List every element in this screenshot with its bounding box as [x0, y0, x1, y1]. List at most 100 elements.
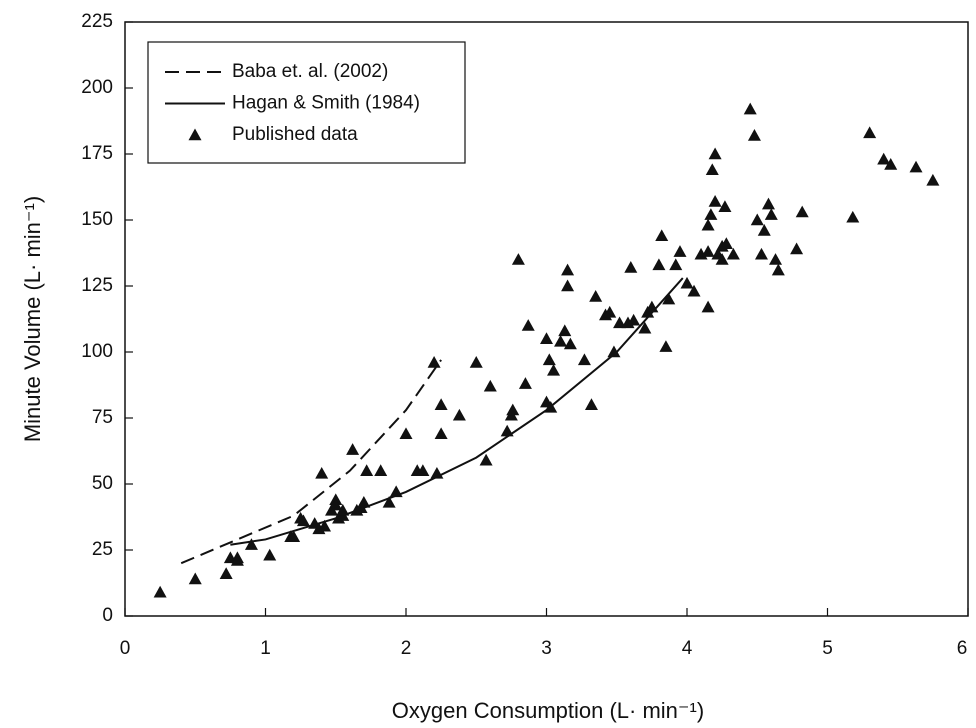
y-tick-label: 125	[81, 275, 113, 296]
data-point	[747, 129, 761, 141]
data-point	[483, 379, 497, 392]
x-tick-label: 4	[682, 638, 693, 659]
data-point	[655, 229, 669, 242]
data-point	[701, 245, 715, 257]
data-point	[627, 313, 641, 326]
data-point	[718, 200, 732, 212]
data-point	[680, 276, 694, 289]
data-point	[329, 498, 343, 511]
data-point	[757, 224, 771, 236]
data-point	[374, 464, 388, 476]
data-point	[500, 424, 514, 437]
line-series	[180, 359, 442, 565]
data-point	[430, 466, 444, 479]
y-tick-label: 25	[92, 539, 113, 560]
y-axis-title: Minute Volume (L· min⁻¹)	[20, 196, 45, 442]
data-point	[561, 279, 575, 292]
data-point	[701, 218, 715, 231]
x-axis-title: Oxygen Consumption (L· min⁻¹)	[392, 698, 704, 723]
data-point	[726, 247, 740, 260]
data-point	[360, 464, 374, 476]
data-point	[926, 173, 940, 186]
data-point	[754, 247, 768, 260]
data-point	[909, 160, 923, 173]
data-point	[219, 567, 233, 579]
data-point	[427, 356, 441, 368]
data-point	[669, 258, 683, 271]
legend-swatch	[188, 128, 202, 141]
data-point	[558, 324, 572, 337]
y-tick-label: 0	[102, 605, 113, 626]
data-point	[346, 443, 360, 455]
y-tick-label: 75	[92, 407, 113, 428]
data-point	[389, 485, 403, 498]
data-point	[764, 208, 778, 220]
x-tick-label: 6	[957, 638, 968, 659]
data-point	[521, 319, 535, 331]
data-point	[769, 253, 783, 265]
data-point	[518, 377, 532, 389]
data-point	[542, 353, 556, 366]
data-point	[263, 548, 277, 561]
data-point	[705, 163, 719, 176]
data-point	[715, 253, 729, 265]
x-tick-label: 0	[120, 638, 131, 659]
data-point	[719, 237, 733, 249]
data-point	[479, 453, 493, 466]
data-point	[554, 334, 568, 347]
data-point	[230, 554, 244, 566]
data-point	[561, 263, 575, 276]
data-point	[638, 321, 652, 334]
data-point	[761, 197, 775, 210]
data-point	[577, 353, 591, 366]
data-point	[244, 538, 258, 550]
data-point	[877, 152, 891, 165]
data-point	[452, 408, 466, 421]
data-point	[589, 290, 603, 302]
data-point	[607, 345, 621, 358]
data-point	[434, 398, 448, 410]
data-point	[399, 427, 413, 440]
x-tick-label: 2	[401, 638, 412, 659]
legend-label: Baba et. al. (2002)	[232, 61, 388, 82]
data-point	[416, 464, 430, 476]
data-point	[846, 210, 860, 223]
data-point	[659, 340, 673, 352]
data-point	[188, 572, 202, 585]
y-tick-label: 225	[81, 11, 113, 32]
data-point	[318, 519, 332, 532]
data-point	[687, 284, 701, 297]
data-point	[506, 403, 520, 416]
legend-label: Hagan & Smith (1984)	[232, 93, 420, 114]
data-point	[701, 300, 715, 313]
data-point	[547, 363, 561, 376]
data-point	[544, 400, 558, 413]
data-point	[287, 530, 301, 542]
y-tick-label: 200	[81, 77, 113, 98]
data-point	[771, 263, 785, 276]
x-tick-label: 5	[822, 638, 833, 659]
line-series	[230, 277, 684, 546]
data-point	[652, 258, 666, 271]
data-point	[743, 102, 757, 115]
data-point	[624, 261, 638, 273]
y-tick-label: 150	[81, 209, 113, 230]
data-point	[613, 316, 627, 329]
data-point	[863, 126, 877, 139]
x-tick-label: 1	[260, 638, 271, 659]
data-point	[540, 332, 553, 344]
data-point	[790, 242, 804, 255]
x-tick-label: 3	[541, 638, 552, 659]
y-tick-label: 175	[81, 143, 113, 164]
data-point	[469, 356, 483, 368]
data-point	[315, 466, 329, 479]
data-point	[563, 337, 577, 350]
data-point	[511, 253, 525, 265]
data-point	[750, 213, 764, 226]
data-point	[357, 495, 371, 508]
data-point	[645, 300, 659, 313]
data-point	[296, 514, 310, 527]
data-point	[336, 503, 350, 516]
data-point	[434, 427, 448, 440]
